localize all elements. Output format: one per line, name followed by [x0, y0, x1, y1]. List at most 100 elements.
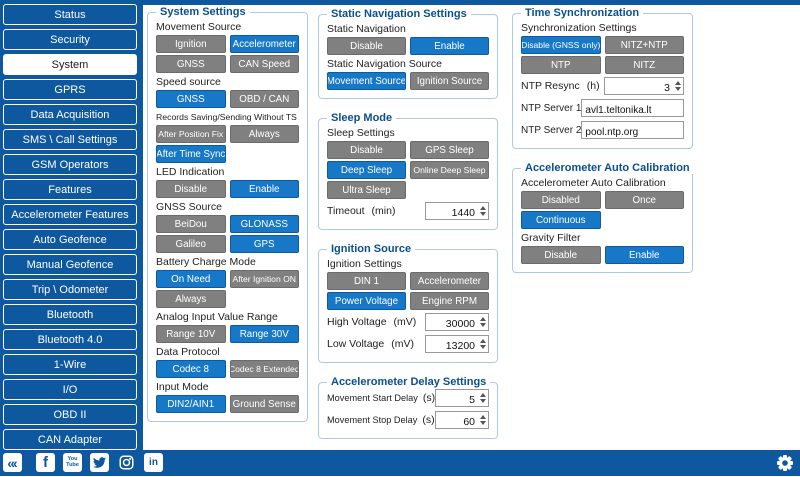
range-30v-button[interactable]: Range 30V — [229, 325, 299, 343]
linkedin-icon[interactable]: in — [144, 453, 163, 472]
back-icon[interactable]: «‹ — [3, 453, 22, 472]
movement-source-button[interactable]: Movement Source — [327, 72, 406, 90]
sidebar-item-gsm-operators[interactable]: GSM Operators — [3, 154, 137, 175]
disabled-button[interactable]: Disabled — [521, 191, 601, 209]
spinner[interactable] — [478, 412, 487, 428]
sidebar-item-status[interactable]: Status — [3, 4, 137, 25]
galileo-button[interactable]: Galileo — [156, 235, 226, 253]
low-voltage-value[interactable] — [426, 338, 488, 354]
beidou-button[interactable]: BeiDou — [156, 215, 226, 233]
spinner[interactable] — [673, 78, 682, 94]
sidebar-item-trip-odometer[interactable]: Trip \ Odometer — [3, 279, 137, 300]
sidebar-item-accelerometer-features[interactable]: Accelerometer Features — [3, 204, 137, 225]
after-time-sync-button[interactable]: After Time Sync — [156, 145, 226, 163]
continuous-button[interactable]: Continuous — [521, 211, 601, 229]
range-10v-button[interactable]: Range 10V — [156, 325, 226, 343]
disable-button[interactable]: Disable — [521, 246, 601, 264]
gps-sleep-button[interactable]: GPS Sleep — [410, 141, 489, 159]
din2-ain1-button[interactable]: DIN2/AIN1 — [156, 395, 226, 413]
spin-down-icon[interactable] — [479, 421, 486, 425]
deep-sleep-button[interactable]: Deep Sleep — [327, 161, 406, 179]
gear-icon[interactable] — [776, 454, 794, 477]
timeout-input[interactable] — [425, 202, 489, 221]
movement-stop-delay-input[interactable] — [434, 411, 489, 430]
enable-button[interactable]: Enable — [229, 180, 299, 198]
glonass-button[interactable]: GLONASS — [229, 215, 299, 233]
sidebar-item-features[interactable]: Features — [3, 179, 137, 200]
spin-up-icon[interactable] — [479, 415, 486, 419]
ntp-server-2-input[interactable] — [581, 121, 684, 141]
always-button[interactable]: Always — [229, 125, 299, 143]
spinner[interactable] — [478, 336, 487, 352]
codec-8-extended-button[interactable]: Codec 8 Extended — [229, 360, 299, 378]
sidebar-item-obd-ii[interactable]: OBD II — [3, 404, 137, 425]
spin-down-icon[interactable] — [479, 345, 486, 349]
codec-8-button[interactable]: Codec 8 — [156, 360, 226, 378]
can-speed-button[interactable]: CAN Speed — [229, 55, 299, 73]
low-voltage-input[interactable] — [425, 335, 489, 354]
spin-up-icon[interactable] — [479, 206, 486, 210]
disable-button[interactable]: Disable — [327, 37, 406, 55]
ntp-resync-value[interactable] — [605, 80, 683, 96]
ntp-resync-input[interactable] — [604, 77, 684, 96]
always-button[interactable]: Always — [156, 290, 226, 308]
high-voltage-value[interactable] — [426, 316, 488, 332]
sidebar-item-sms-call-settings[interactable]: SMS \ Call Settings — [3, 129, 137, 150]
gps-button[interactable]: GPS — [229, 235, 299, 253]
youtube-icon[interactable]: You Tube — [63, 453, 82, 472]
sidebar-item-security[interactable]: Security — [3, 29, 137, 50]
enable-button[interactable]: Enable — [410, 37, 489, 55]
high-voltage-input[interactable] — [425, 313, 489, 332]
ground-sense-button[interactable]: Ground Sense — [229, 395, 299, 413]
disable-button[interactable]: Disable — [327, 141, 406, 159]
din-1-button[interactable]: DIN 1 — [327, 272, 406, 290]
movement-stop-delay-value[interactable] — [435, 414, 488, 430]
sidebar-item-bluetooth[interactable]: Bluetooth — [3, 304, 137, 325]
disable-gnss-only-button[interactable]: Disable (GNSS only) — [521, 36, 601, 54]
power-voltage-button[interactable]: Power Voltage — [327, 292, 406, 310]
spin-down-icon[interactable] — [479, 399, 486, 403]
timeout-value[interactable] — [426, 205, 488, 221]
after-position-fix-button[interactable]: After Position Fix — [156, 125, 226, 143]
ultra-sleep-button[interactable]: Ultra Sleep — [327, 181, 406, 199]
ntp-server-2-value[interactable] — [582, 124, 683, 141]
spin-up-icon[interactable] — [479, 317, 486, 321]
spin-down-icon[interactable] — [479, 323, 486, 327]
once-button[interactable]: Once — [604, 191, 684, 209]
online-deep-sleep-button[interactable]: Online Deep Sleep — [410, 161, 489, 179]
sidebar-item-i-o[interactable]: I/O — [3, 379, 137, 400]
accelerometer-button[interactable]: Accelerometer — [410, 272, 489, 290]
sidebar-item-manual-geofence[interactable]: Manual Geofence — [3, 254, 137, 275]
twitter-icon[interactable] — [90, 453, 109, 472]
nitz-button[interactable]: NITZ — [604, 56, 684, 74]
spin-up-icon[interactable] — [674, 81, 681, 85]
ntp-server-1-input[interactable] — [581, 99, 684, 119]
accelerometer-button[interactable]: Accelerometer — [229, 35, 299, 53]
gnss-button[interactable]: GNSS — [156, 90, 226, 108]
ntp-button[interactable]: NTP — [521, 56, 601, 74]
sidebar-item-auto-geofence[interactable]: Auto Geofence — [3, 229, 137, 250]
nitz-ntp-button[interactable]: NITZ+NTP — [604, 36, 684, 54]
spinner[interactable] — [478, 314, 487, 330]
disable-button[interactable]: Disable — [156, 180, 226, 198]
obd-can-button[interactable]: OBD / CAN — [229, 90, 299, 108]
instagram-icon[interactable] — [117, 453, 136, 472]
spinner[interactable] — [478, 203, 487, 219]
enable-button[interactable]: Enable — [604, 246, 684, 264]
spin-down-icon[interactable] — [674, 87, 681, 91]
spinner[interactable] — [478, 390, 487, 406]
ntp-server-1-value[interactable] — [582, 102, 683, 119]
sidebar-item-can-adapter[interactable]: CAN Adapter — [3, 429, 137, 450]
movement-start-delay-value[interactable] — [436, 392, 488, 408]
sidebar-item-system[interactable]: System — [3, 54, 137, 75]
spin-up-icon[interactable] — [479, 339, 486, 343]
sidebar-item-bluetooth-4-0[interactable]: Bluetooth 4.0 — [3, 329, 137, 350]
after-ignition-on-button[interactable]: After Ignition ON — [229, 270, 299, 288]
gnss-button[interactable]: GNSS — [156, 55, 226, 73]
spin-down-icon[interactable] — [479, 212, 486, 216]
sidebar-item-data-acquisition[interactable]: Data Acquisition — [3, 104, 137, 125]
sidebar-item-1-wire[interactable]: 1-Wire — [3, 354, 137, 375]
spin-up-icon[interactable] — [479, 393, 486, 397]
movement-start-delay-input[interactable] — [435, 389, 489, 408]
ignition-button[interactable]: Ignition — [156, 35, 226, 53]
